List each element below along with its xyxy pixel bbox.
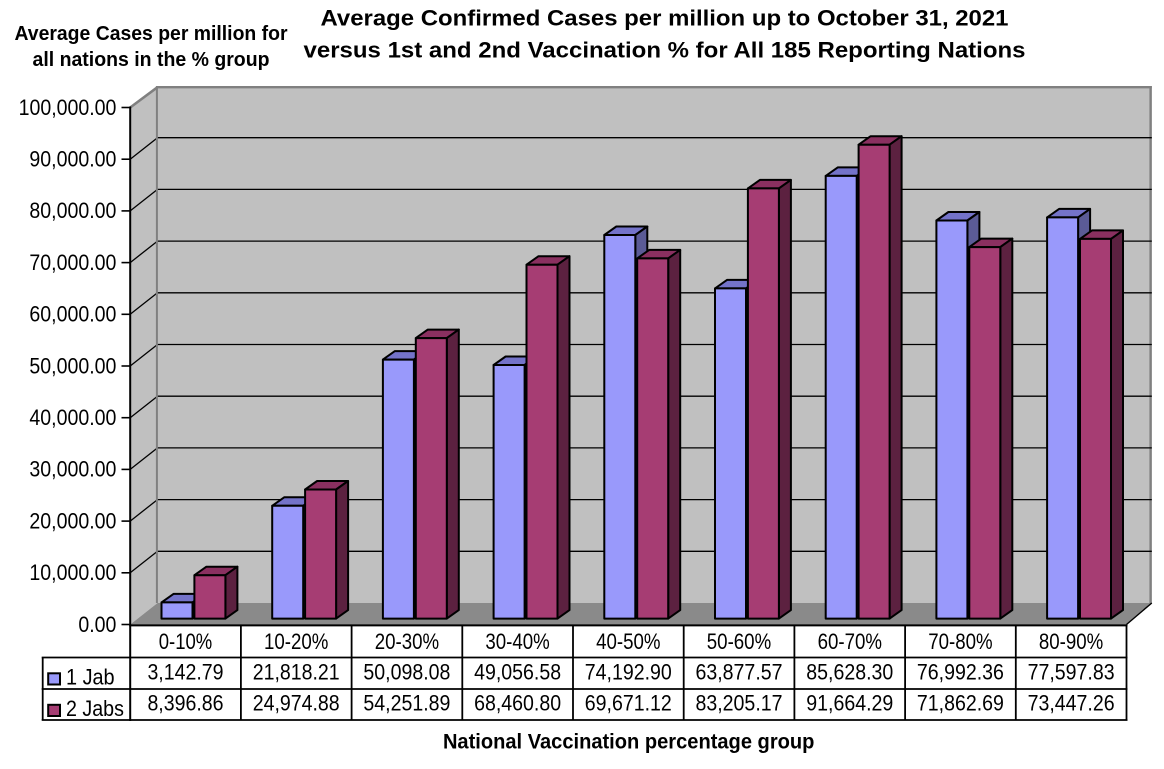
svg-text:60,000.00: 60,000.00: [29, 302, 116, 327]
svg-text:3,142.79: 3,142.79: [147, 659, 223, 684]
svg-text:10,000.00: 10,000.00: [29, 560, 116, 585]
svg-text:70,000.00: 70,000.00: [29, 250, 116, 275]
svg-text:1 Jab: 1 Jab: [66, 665, 115, 690]
svg-text:68,460.80: 68,460.80: [474, 691, 561, 716]
svg-text:50-60%: 50-60%: [707, 629, 771, 654]
svg-text:2 Jabs: 2 Jabs: [66, 696, 124, 721]
svg-text:60-70%: 60-70%: [818, 629, 882, 654]
svg-text:77,597.83: 77,597.83: [1028, 659, 1115, 684]
svg-text:91,664.29: 91,664.29: [806, 691, 893, 716]
svg-text:80,000.00: 80,000.00: [29, 198, 116, 223]
svg-text:National Vaccination percentag: National Vaccination percentage group: [443, 731, 815, 754]
svg-text:30-40%: 30-40%: [485, 629, 549, 654]
svg-text:Average Confirmed Cases per mi: Average Confirmed Cases per million up t…: [321, 6, 1009, 31]
svg-text:83,205.17: 83,205.17: [696, 691, 783, 716]
svg-text:63,877.57: 63,877.57: [696, 659, 783, 684]
svg-text:73,447.26: 73,447.26: [1028, 691, 1115, 716]
svg-text:all nations in the % group: all nations in the % group: [33, 49, 270, 71]
svg-text:90,000.00: 90,000.00: [29, 147, 116, 172]
svg-text:70-80%: 70-80%: [928, 629, 992, 654]
svg-text:versus 1st and 2nd Vaccination: versus 1st and 2nd Vaccination % for All…: [304, 37, 1026, 62]
svg-text:85,628.30: 85,628.30: [806, 659, 893, 684]
svg-text:8,396.86: 8,396.86: [147, 691, 223, 716]
svg-text:69,671.12: 69,671.12: [585, 691, 672, 716]
svg-text:50,098.08: 50,098.08: [363, 659, 450, 684]
svg-text:71,862.69: 71,862.69: [917, 691, 1004, 716]
svg-text:80-90%: 80-90%: [1039, 629, 1103, 654]
svg-text:49,056.58: 49,056.58: [474, 659, 561, 684]
svg-text:0.00: 0.00: [78, 612, 116, 637]
svg-text:30,000.00: 30,000.00: [29, 457, 116, 482]
svg-text:74,192.90: 74,192.90: [585, 659, 672, 684]
svg-text:21,818.21: 21,818.21: [253, 659, 340, 684]
svg-text:24,974.88: 24,974.88: [253, 691, 340, 716]
svg-text:50,000.00: 50,000.00: [29, 353, 116, 378]
svg-text:20-30%: 20-30%: [375, 629, 439, 654]
svg-text:10-20%: 10-20%: [264, 629, 328, 654]
svg-text:20,000.00: 20,000.00: [29, 508, 116, 533]
svg-text:54,251.89: 54,251.89: [363, 691, 450, 716]
svg-text:0-10%: 0-10%: [159, 629, 213, 654]
svg-text:100,000.00: 100,000.00: [19, 95, 117, 120]
svg-text:40-50%: 40-50%: [596, 629, 660, 654]
svg-text:76,992.36: 76,992.36: [917, 659, 1004, 684]
svg-text:40,000.00: 40,000.00: [29, 405, 116, 430]
svg-text:Average Cases per million for: Average Cases per million for: [15, 23, 288, 45]
